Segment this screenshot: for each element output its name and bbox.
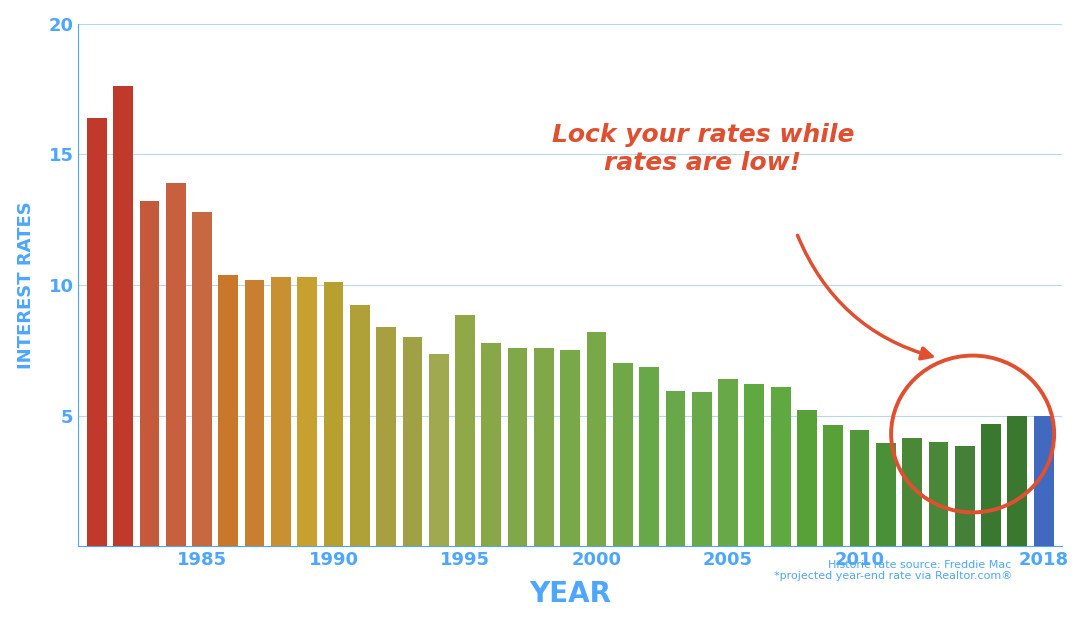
- Bar: [193, 212, 212, 546]
- Bar: [245, 280, 264, 546]
- Y-axis label: INTEREST RATES: INTEREST RATES: [16, 201, 35, 369]
- Bar: [850, 430, 869, 546]
- Bar: [902, 438, 922, 546]
- Bar: [744, 384, 764, 546]
- Bar: [165, 183, 186, 546]
- Text: Lock your rates while
rates are low!: Lock your rates while rates are low!: [552, 123, 854, 175]
- Bar: [113, 86, 133, 546]
- Bar: [770, 387, 791, 546]
- Bar: [640, 368, 659, 546]
- Bar: [429, 354, 448, 546]
- Bar: [798, 411, 817, 546]
- Bar: [1007, 416, 1027, 546]
- Bar: [271, 277, 290, 546]
- Bar: [376, 327, 396, 546]
- Bar: [508, 348, 528, 546]
- Text: Historic rate source: Freddie Mac
*projected year-end rate via Realtor.com®: Historic rate source: Freddie Mac *proje…: [774, 559, 1012, 581]
- Bar: [560, 351, 580, 546]
- Bar: [350, 304, 370, 546]
- Bar: [1034, 416, 1053, 546]
- Bar: [534, 348, 554, 546]
- Bar: [981, 424, 1001, 546]
- Bar: [718, 379, 738, 546]
- Bar: [876, 443, 895, 546]
- Bar: [403, 338, 422, 546]
- Bar: [824, 425, 843, 546]
- Bar: [323, 282, 344, 546]
- Bar: [613, 363, 633, 546]
- Bar: [955, 446, 975, 546]
- Bar: [692, 392, 712, 546]
- Bar: [928, 442, 949, 546]
- Bar: [586, 332, 606, 546]
- Bar: [139, 201, 159, 546]
- Bar: [297, 277, 317, 546]
- Bar: [219, 274, 238, 546]
- Bar: [87, 118, 107, 546]
- Bar: [455, 315, 474, 546]
- Bar: [666, 391, 685, 546]
- X-axis label: YEAR: YEAR: [529, 581, 611, 608]
- Bar: [482, 342, 502, 546]
